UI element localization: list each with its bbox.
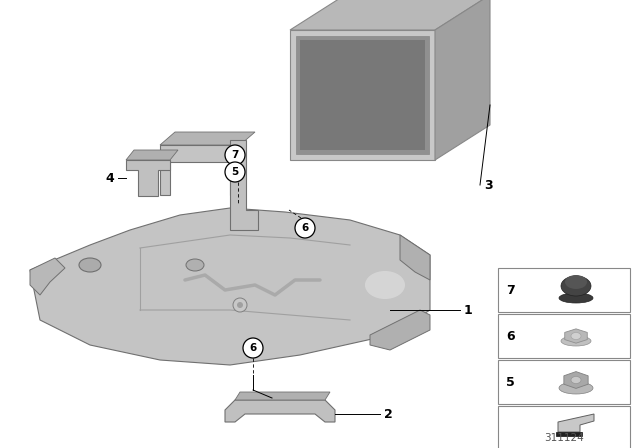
Text: 2: 2 [384, 408, 393, 421]
Text: 5: 5 [506, 375, 515, 388]
Ellipse shape [186, 259, 204, 271]
Text: 6: 6 [506, 329, 515, 343]
Polygon shape [30, 208, 430, 365]
Polygon shape [225, 400, 335, 422]
Polygon shape [564, 371, 588, 388]
Polygon shape [300, 40, 425, 150]
Ellipse shape [565, 275, 587, 289]
Polygon shape [564, 329, 588, 343]
Polygon shape [498, 268, 630, 312]
Circle shape [243, 338, 263, 358]
Text: 311124: 311124 [544, 433, 584, 443]
Ellipse shape [559, 382, 593, 394]
Circle shape [233, 298, 247, 312]
Polygon shape [160, 132, 255, 145]
Text: 5: 5 [232, 167, 239, 177]
Polygon shape [556, 432, 582, 436]
Polygon shape [126, 160, 170, 196]
Text: 7: 7 [506, 284, 515, 297]
Polygon shape [290, 30, 435, 160]
Polygon shape [498, 406, 630, 448]
Polygon shape [400, 235, 430, 280]
Circle shape [295, 218, 315, 238]
Text: 6: 6 [301, 223, 308, 233]
Circle shape [225, 145, 245, 165]
Text: 7: 7 [231, 150, 239, 160]
Polygon shape [235, 392, 330, 400]
Polygon shape [30, 258, 65, 295]
Polygon shape [230, 140, 258, 230]
Polygon shape [498, 360, 630, 404]
Ellipse shape [571, 332, 581, 340]
Polygon shape [296, 36, 429, 154]
Polygon shape [435, 0, 490, 160]
Polygon shape [160, 145, 240, 195]
Circle shape [237, 302, 243, 308]
Ellipse shape [365, 271, 405, 299]
Polygon shape [498, 314, 630, 358]
Text: 1: 1 [464, 303, 473, 316]
Ellipse shape [559, 293, 593, 303]
Ellipse shape [561, 336, 591, 346]
Ellipse shape [571, 376, 581, 383]
Ellipse shape [79, 258, 101, 272]
Text: 6: 6 [250, 343, 257, 353]
Text: 4: 4 [105, 172, 114, 185]
Ellipse shape [561, 276, 591, 296]
Polygon shape [290, 0, 490, 30]
Polygon shape [558, 414, 594, 432]
Polygon shape [370, 310, 430, 350]
Polygon shape [126, 150, 178, 160]
Circle shape [225, 162, 245, 182]
Text: 3: 3 [484, 178, 493, 191]
